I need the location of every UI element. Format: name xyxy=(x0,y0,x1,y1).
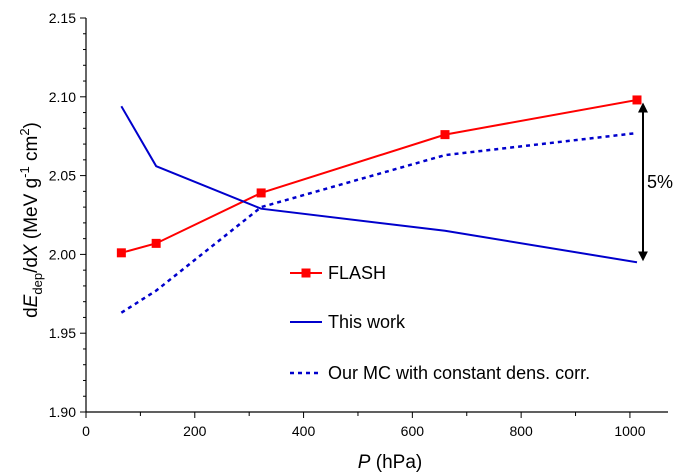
y-label-cm: cm xyxy=(21,136,42,167)
legend-marker-flash xyxy=(301,268,311,278)
axes xyxy=(85,18,668,413)
x-axis-unit: (hPa) xyxy=(370,452,422,473)
legend-label-our-mc: Our MC with constant dens. corr. xyxy=(328,363,590,383)
y-label-X: X xyxy=(21,243,42,258)
y-label-unit-open: (MeV g xyxy=(21,178,42,245)
series-point xyxy=(151,238,161,248)
y-axis-title: dEdep/dX (MeV g-1 cm2) xyxy=(17,122,45,318)
y-label-close: ) xyxy=(21,122,42,128)
series-line-0 xyxy=(121,98,638,254)
y-tick-label: 1.95 xyxy=(49,325,76,341)
series-line-2 xyxy=(120,131,638,314)
y-tick-label: 2.10 xyxy=(49,89,76,105)
series-layer xyxy=(116,95,642,314)
legend-label-flash: FLASH xyxy=(328,263,386,283)
legend: FLASH This work Our MC with constant den… xyxy=(290,263,590,383)
x-tick-label: 400 xyxy=(292,423,316,439)
y-tick-label: 2.05 xyxy=(49,168,76,184)
y-label-exp1: -1 xyxy=(17,166,32,178)
series-point xyxy=(256,188,266,198)
x-tick-label: 200 xyxy=(183,423,207,439)
y-tick-label: 2.00 xyxy=(49,246,76,262)
x-tick-label: 1000 xyxy=(614,423,645,439)
x-tick-label: 0 xyxy=(82,423,90,439)
y-label-exp2: 2 xyxy=(17,128,32,135)
series-point xyxy=(440,130,450,140)
series-point xyxy=(116,248,126,258)
annotation-label: 5% xyxy=(647,172,673,192)
series-line-1 xyxy=(120,105,638,264)
y-label-slash: /d xyxy=(21,257,42,273)
x-ticks: 0 200 400 600 800 1000 xyxy=(82,412,646,439)
series-point xyxy=(632,95,642,105)
x-tick-label: 800 xyxy=(509,423,533,439)
y-label-d1: d xyxy=(21,307,42,318)
annotation: 5% xyxy=(637,102,673,262)
x-axis-title: P (hPa) xyxy=(358,452,422,473)
y-ticks: 1.90 1.95 2.00 2.05 2.10 2.15 xyxy=(49,10,86,420)
x-axis-var: P xyxy=(358,452,371,473)
legend-label-this-work: This work xyxy=(328,312,406,332)
y-label-dep: dep xyxy=(30,273,45,295)
y-label-E: E xyxy=(21,294,42,307)
x-tick-label: 600 xyxy=(401,423,425,439)
y-tick-label: 2.15 xyxy=(49,10,76,26)
y-tick-label: 1.90 xyxy=(49,404,76,420)
